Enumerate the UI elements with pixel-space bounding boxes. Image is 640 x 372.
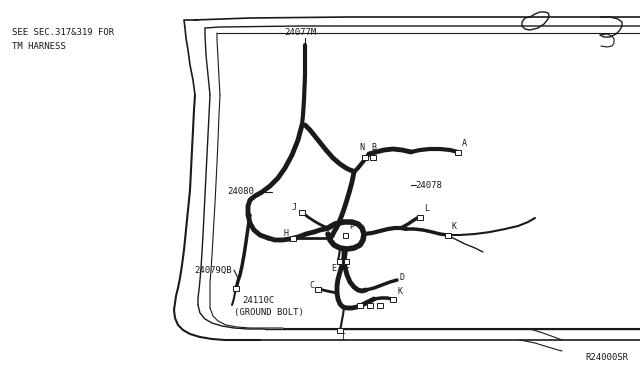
Bar — [370, 154, 376, 160]
Text: (GROUND BOLT): (GROUND BOLT) — [234, 308, 304, 317]
Text: K: K — [397, 287, 402, 296]
Bar — [342, 232, 348, 237]
Text: A: A — [462, 139, 467, 148]
Text: R24000SR: R24000SR — [585, 353, 628, 362]
Text: 24078: 24078 — [415, 180, 442, 189]
Text: D: D — [399, 273, 404, 282]
Text: SEE SEC.317&319 FOR: SEE SEC.317&319 FOR — [12, 28, 114, 37]
Text: K: K — [452, 222, 457, 231]
Bar — [417, 215, 423, 219]
Text: H: H — [283, 230, 288, 238]
Bar — [344, 259, 349, 263]
Bar — [455, 150, 461, 154]
Bar — [357, 302, 363, 308]
Text: E: E — [331, 264, 336, 273]
Text: F: F — [345, 264, 350, 273]
Text: 24110C: 24110C — [242, 296, 275, 305]
Text: C: C — [309, 282, 314, 291]
Text: I: I — [340, 333, 346, 342]
Text: B: B — [371, 143, 376, 152]
Text: 24079QB: 24079QB — [194, 266, 232, 275]
Bar — [390, 296, 396, 301]
Text: L: L — [424, 204, 429, 213]
Bar — [362, 154, 368, 160]
Bar — [367, 302, 373, 308]
Bar — [233, 285, 239, 291]
Text: TM HARNESS: TM HARNESS — [12, 42, 66, 51]
Bar — [337, 327, 343, 333]
Text: N: N — [360, 143, 365, 152]
Bar — [299, 209, 305, 215]
Text: 24077M: 24077M — [284, 28, 316, 37]
Text: J: J — [292, 203, 297, 212]
Text: P: P — [349, 222, 354, 231]
Bar — [445, 232, 451, 237]
Bar — [290, 235, 296, 241]
Bar — [377, 302, 383, 308]
Text: 24080: 24080 — [227, 187, 254, 196]
Bar — [337, 259, 342, 263]
Bar — [315, 286, 321, 292]
